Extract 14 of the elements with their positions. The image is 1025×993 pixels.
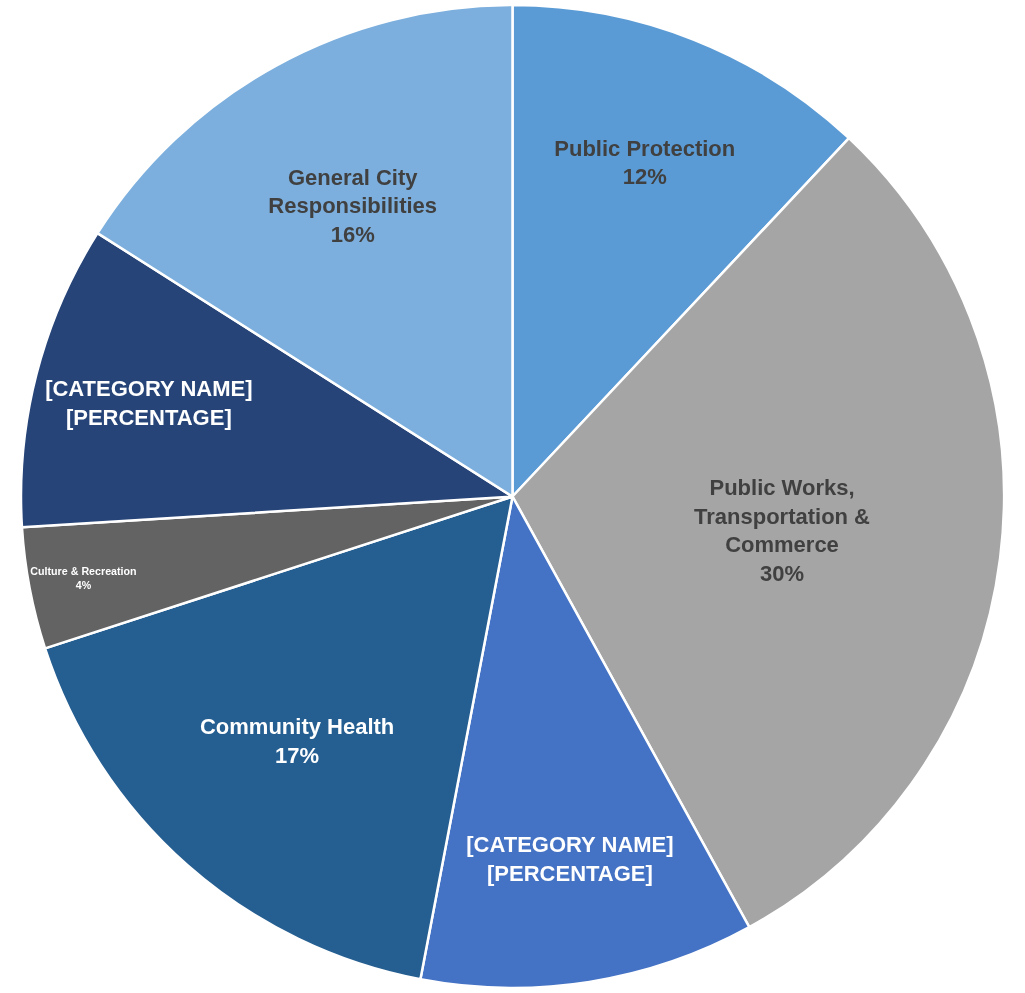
slice-label: [CATEGORY NAME] <box>466 832 674 858</box>
slice-label: Culture & Recreation <box>30 565 137 578</box>
data-label: 16% <box>330 221 375 247</box>
data-label: 30% <box>759 560 805 586</box>
slice-label: General City Responsibilities <box>268 164 438 219</box>
data-label: [PERCENTAGE] <box>65 404 232 430</box>
data-label: 17% <box>275 742 320 768</box>
data-label: 12% <box>622 164 667 190</box>
slice-label: Community Health <box>199 714 395 740</box>
data-label: [PERCENTAGE] <box>487 860 653 886</box>
data-label: 4% <box>75 578 92 591</box>
slice-label: Public Works, Transportation & Commerce <box>693 475 871 558</box>
slice-label: Public Protection <box>554 135 736 161</box>
slice-label: [CATEGORY NAME] <box>45 376 253 402</box>
